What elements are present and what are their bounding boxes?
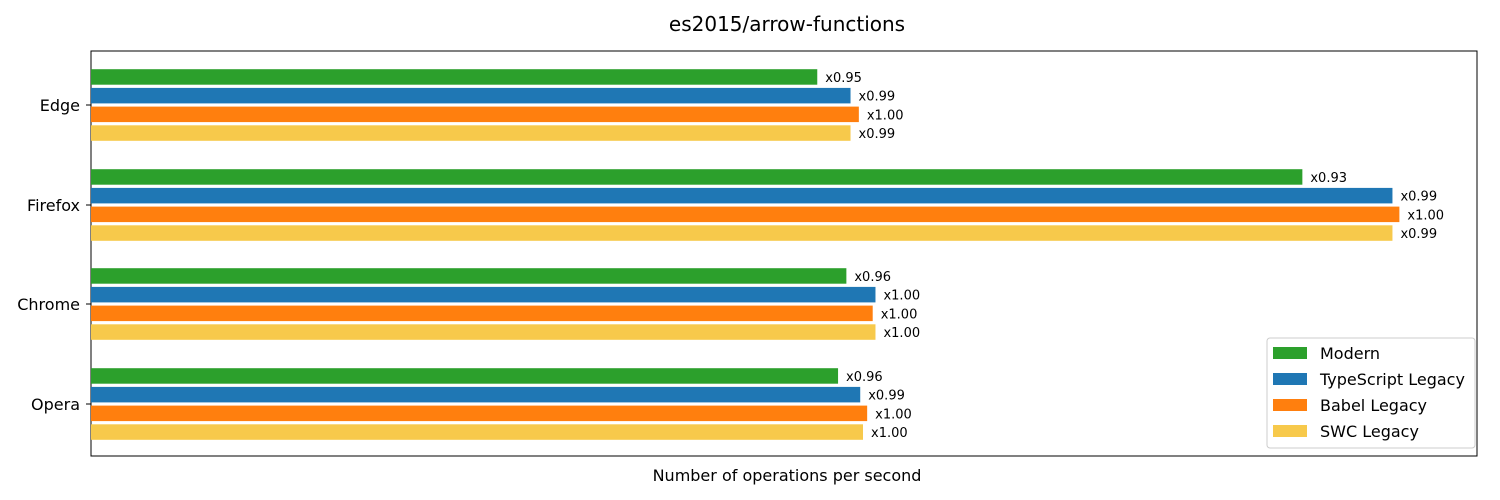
bar-value-label: x1.00 xyxy=(883,326,920,341)
bar-babel-legacy-firefox xyxy=(91,206,1400,223)
bar-value-label: x1.00 xyxy=(881,307,918,322)
bar-value-label: x0.99 xyxy=(859,127,896,142)
bar-typescript-legacy-edge xyxy=(91,87,851,104)
bar-typescript-legacy-chrome xyxy=(91,286,876,303)
bar-value-label: x1.00 xyxy=(883,289,920,304)
bar-swc-legacy-chrome xyxy=(91,324,876,340)
bar-value-label: x0.96 xyxy=(846,370,883,385)
category-label-opera: Opera xyxy=(31,395,80,414)
bar-value-label: x0.95 xyxy=(825,71,862,86)
bar-typescript-legacy-firefox xyxy=(91,187,1393,204)
legend-label-swc-legacy: SWC Legacy xyxy=(1320,422,1419,441)
bar-value-label: x1.00 xyxy=(875,407,912,422)
legend-swatch-swc-legacy xyxy=(1273,425,1307,437)
bar-value-label: x0.93 xyxy=(1310,171,1347,186)
plot-frame xyxy=(90,50,1478,457)
x-axis-label: Number of operations per second xyxy=(653,466,922,485)
bar-modern-edge xyxy=(91,69,818,85)
bar-babel-legacy-opera xyxy=(91,405,868,422)
bar-swc-legacy-firefox xyxy=(91,225,1393,241)
legend-label-babel-legacy: Babel Legacy xyxy=(1320,396,1427,415)
bar-value-label: x0.99 xyxy=(1400,227,1437,242)
bar-value-label: x1.00 xyxy=(867,108,904,123)
category-labels: Edge Firefox Chrome Opera xyxy=(17,96,91,414)
bar-babel-legacy-chrome xyxy=(91,305,873,322)
bar-typescript-legacy-opera xyxy=(91,386,861,403)
chart-title: es2015/arrow-functions xyxy=(669,12,905,36)
legend-label-modern: Modern xyxy=(1320,344,1380,363)
bar-modern-firefox xyxy=(91,169,1303,185)
legend-swatch-babel-legacy xyxy=(1273,399,1307,411)
legend-box xyxy=(1266,337,1476,449)
bars-group: x0.95 x0.99 x1.00 x0.99 x0.93 x0.99 x1.00 x0.99… xyxy=(91,69,1444,441)
bar-value-label: x0.99 xyxy=(859,90,896,105)
legend-swatch-modern xyxy=(1273,347,1307,359)
category-label-edge: Edge xyxy=(40,96,80,115)
bar-modern-opera xyxy=(91,368,839,384)
bar-value-label: x1.00 xyxy=(1407,208,1444,223)
legend-label-typescript-legacy: TypeScript Legacy xyxy=(1319,370,1465,389)
category-label-firefox: Firefox xyxy=(27,196,80,215)
bar-value-label: x1.00 xyxy=(871,426,908,441)
bar-value-label: x0.96 xyxy=(854,270,891,285)
legend-swatch-typescript-legacy xyxy=(1273,373,1307,385)
bar-value-label: x0.99 xyxy=(868,389,905,404)
bar-swc-legacy-edge xyxy=(91,125,851,141)
category-label-chrome: Chrome xyxy=(17,295,80,314)
bar-swc-legacy-opera xyxy=(91,424,864,440)
legend: Modern TypeScript Legacy Babel Legacy SWC L… xyxy=(1266,337,1476,449)
bar-value-label: x0.99 xyxy=(1400,190,1437,205)
bar-babel-legacy-edge xyxy=(91,106,859,123)
bar-modern-chrome xyxy=(91,268,847,284)
